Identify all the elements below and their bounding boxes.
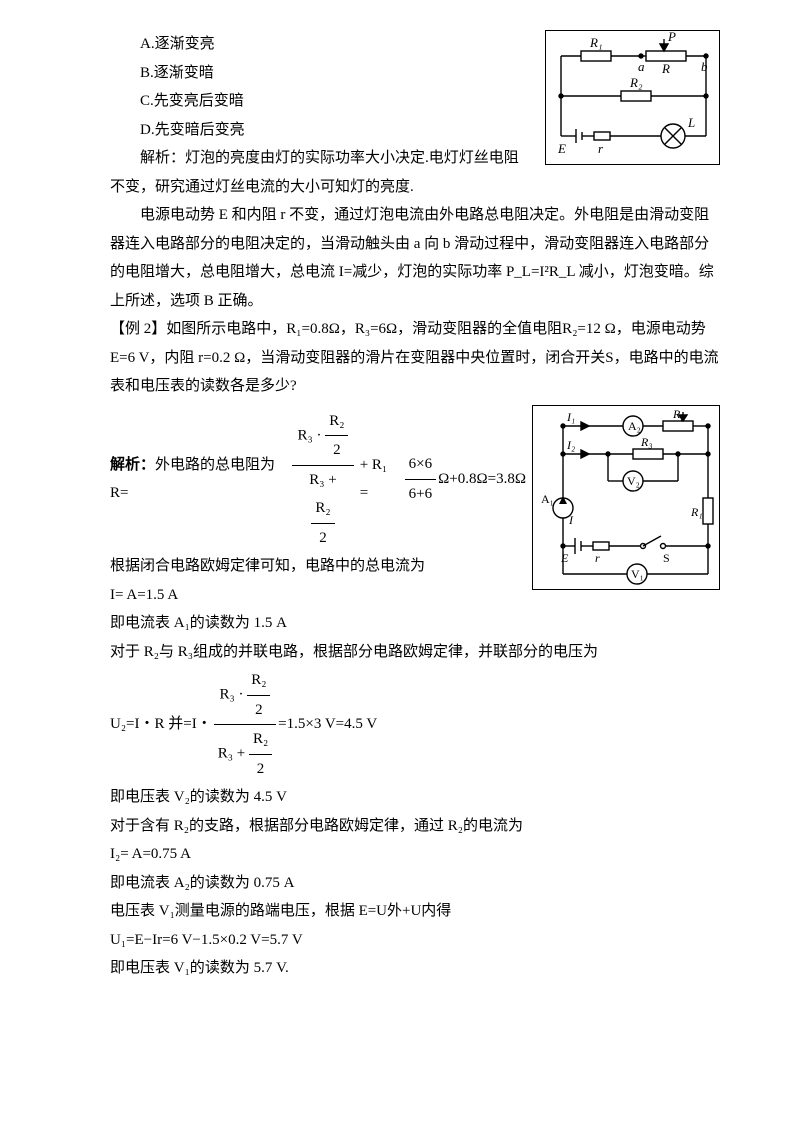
svg-text:S: S <box>663 551 670 565</box>
svg-text:R₂: R₂ <box>672 407 685 421</box>
solution-line-12: U₁=E−Ir=6 V−1.5×0.2 V=5.7 V <box>110 926 720 955</box>
svg-text:E: E <box>560 551 569 565</box>
svg-text:A₁: A₁ <box>541 492 554 506</box>
fig1-a-label: a <box>638 59 645 74</box>
svg-text:I: I <box>568 513 574 527</box>
example-2-title: 【例 2】如图所示电路中，R₁=0.8Ω，R₃=6Ω，滑动变阻器的全值电阻R₂=… <box>110 315 720 401</box>
svg-text:I₂: I₂ <box>566 438 575 452</box>
svg-text:A₂: A₂ <box>628 419 641 433</box>
fig1-l-label: L <box>687 115 695 130</box>
analysis-2: 电源电动势 E 和内阻 r 不变，通过灯泡电流由外电路总电阻决定。外电阻是由滑动… <box>110 201 720 315</box>
fig1-r-label: R <box>661 61 670 76</box>
circuit-figure-2: I₁ A₂ R₂ I₂ R₃ V₂ A₁ I R₁ E r S V₁ <box>532 405 720 590</box>
solution-line-6: U₂=I・R 并=I・ R₃ · R₂2 R₃ + R₂2 =1.5×3 V=4… <box>110 666 720 783</box>
circuit-figure-1: R₁ P a R b R₂ L E r <box>545 30 720 165</box>
solution-line-5: 对于 R₂与 R₃组成的并联电路，根据部分电路欧姆定律，并联部分的电压为 <box>110 638 720 667</box>
fig1-b-label: b <box>701 59 708 74</box>
svg-text:r: r <box>595 551 600 565</box>
fig1-r2-label: R₂ <box>629 75 643 90</box>
solution-line-8: 对于含有 R₂的支路，根据部分电路欧姆定律，通过 R₂的电流为 <box>110 812 720 841</box>
solution-line-9: I₂= A=0.75 A <box>110 840 720 869</box>
fig1-r1-label: R₁ <box>589 35 602 50</box>
solution-line-4: 即电流表 A₁的读数为 1.5 A <box>110 609 720 638</box>
fig1-r-small-label: r <box>598 141 604 156</box>
svg-text:V₂: V₂ <box>627 474 640 488</box>
solution-line-13: 即电压表 V₁的读数为 5.7 V. <box>110 954 720 983</box>
svg-text:I₁: I₁ <box>566 410 575 424</box>
solution-line-1: 解析：外电路的总电阻为R= R₃ · R₂2 R₃ + R₂2 + R₁ = 6… <box>110 407 526 553</box>
analysis-1b: 不变，研究通过灯丝电流的大小可知灯的亮度. <box>110 173 720 202</box>
svg-text:R₁: R₁ <box>690 505 703 519</box>
svg-text:V₁: V₁ <box>631 567 644 581</box>
fig1-p-label: P <box>667 31 676 44</box>
solution-line-10: 即电流表 A₂的读数为 0.75 A <box>110 869 720 898</box>
svg-text:R₃: R₃ <box>640 435 653 449</box>
fig1-e-label: E <box>557 141 566 156</box>
solution-line-7: 即电压表 V₂的读数为 4.5 V <box>110 783 720 812</box>
solution-line-11: 电压表 V₁测量电源的路端电压，根据 E=U外+U内得 <box>110 897 720 926</box>
